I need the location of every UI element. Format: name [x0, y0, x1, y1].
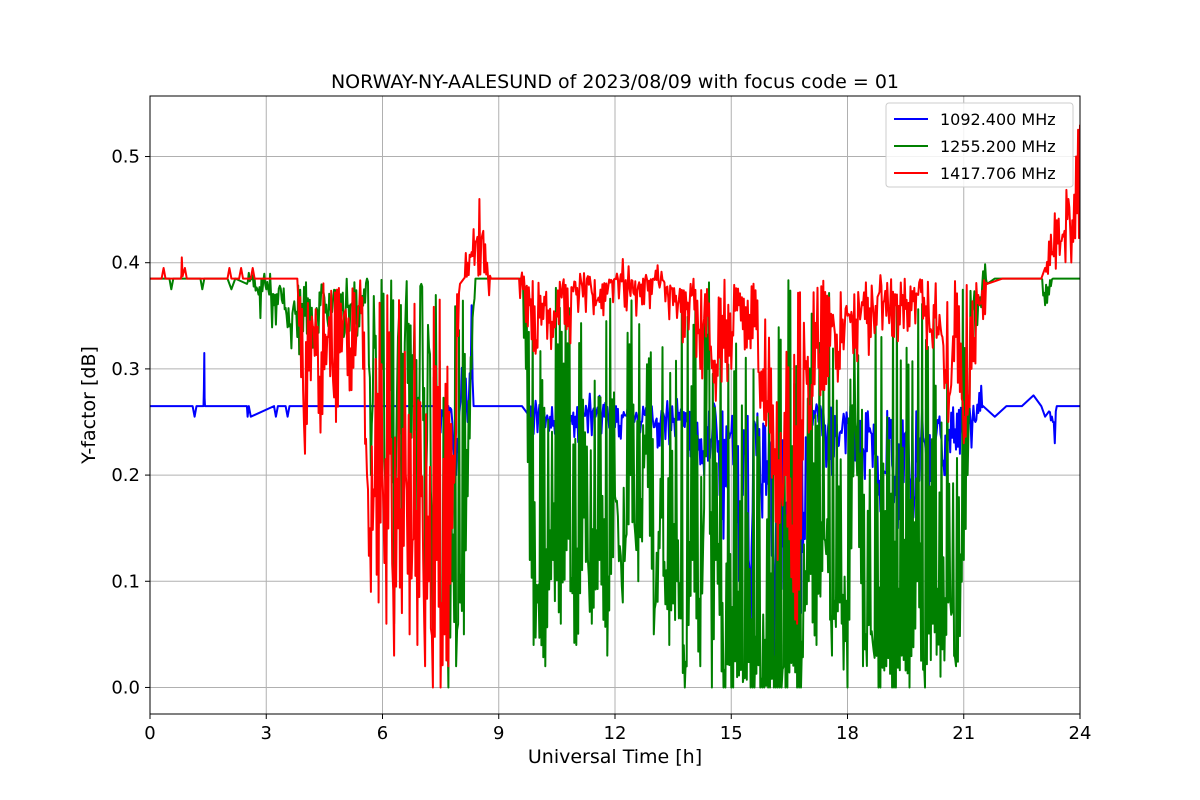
x-tick-label: 9	[493, 723, 504, 744]
legend: 1092.400 MHz 1255.200 MHz 1417.706 MHz	[885, 102, 1074, 188]
legend-label: 1417.706 MHz	[940, 164, 1056, 183]
x-axis-label: Universal Time [h]	[528, 746, 702, 768]
x-tick-label: 18	[836, 723, 859, 744]
series-line-2	[150, 124, 1080, 689]
y-tick-label: 0.2	[111, 465, 140, 486]
y-axis-label: Y-factor [dB]	[78, 346, 100, 465]
y-tick-label: 0.0	[111, 677, 140, 698]
legend-box	[885, 102, 1074, 188]
chart-title: NORWAY-NY-AALESUND of 2023/08/09 with fo…	[331, 71, 899, 93]
x-tick-label: 0	[144, 723, 155, 744]
y-tick-label: 0.5	[111, 147, 140, 168]
series-layer	[150, 124, 1080, 689]
x-tick-label: 3	[261, 723, 272, 744]
x-tick-label: 6	[377, 723, 388, 744]
y-tick-label: 0.3	[111, 359, 140, 380]
x-tick-label: 24	[1069, 723, 1092, 744]
y-tick-label: 0.1	[111, 571, 140, 592]
ticks: 0 3 6 9 12 15 18 21 24 0.0 0.1 0.2 0.3 0.4 0.5	[111, 147, 1091, 744]
x-tick-label: 12	[604, 723, 627, 744]
legend-label: 1092.400 MHz	[940, 110, 1056, 129]
x-tick-label: 21	[952, 723, 975, 744]
y-tick-label: 0.4	[111, 253, 140, 274]
x-tick-label: 15	[720, 723, 743, 744]
legend-label: 1255.200 MHz	[940, 137, 1056, 156]
